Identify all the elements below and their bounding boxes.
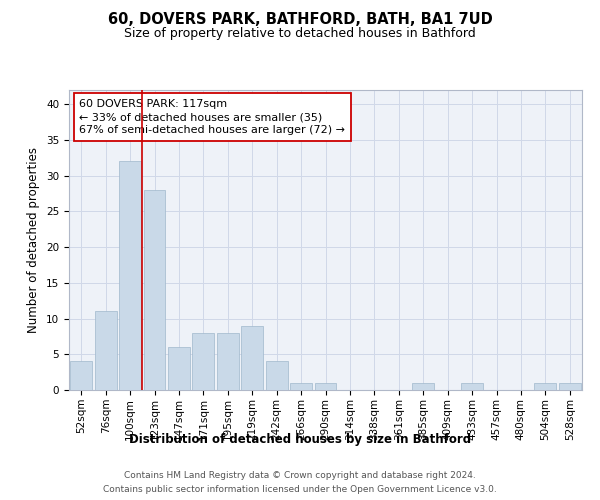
Bar xyxy=(266,362,287,390)
Bar xyxy=(314,383,337,390)
Bar xyxy=(412,383,434,390)
Bar xyxy=(95,312,116,390)
Text: Distribution of detached houses by size in Bathford: Distribution of detached houses by size … xyxy=(129,432,471,446)
Text: 60, DOVERS PARK, BATHFORD, BATH, BA1 7UD: 60, DOVERS PARK, BATHFORD, BATH, BA1 7UD xyxy=(107,12,493,28)
Y-axis label: Number of detached properties: Number of detached properties xyxy=(28,147,40,333)
Text: Contains public sector information licensed under the Open Government Licence v3: Contains public sector information licen… xyxy=(103,485,497,494)
Text: Size of property relative to detached houses in Bathford: Size of property relative to detached ho… xyxy=(124,28,476,40)
Bar xyxy=(119,162,141,390)
Bar xyxy=(241,326,263,390)
Bar xyxy=(217,333,239,390)
Bar xyxy=(461,383,483,390)
Text: Contains HM Land Registry data © Crown copyright and database right 2024.: Contains HM Land Registry data © Crown c… xyxy=(124,471,476,480)
Bar xyxy=(559,383,581,390)
Bar xyxy=(70,362,92,390)
Bar xyxy=(168,347,190,390)
Text: 60 DOVERS PARK: 117sqm
← 33% of detached houses are smaller (35)
67% of semi-det: 60 DOVERS PARK: 117sqm ← 33% of detached… xyxy=(79,99,345,136)
Bar xyxy=(535,383,556,390)
Bar xyxy=(193,333,214,390)
Bar xyxy=(290,383,312,390)
Bar xyxy=(143,190,166,390)
